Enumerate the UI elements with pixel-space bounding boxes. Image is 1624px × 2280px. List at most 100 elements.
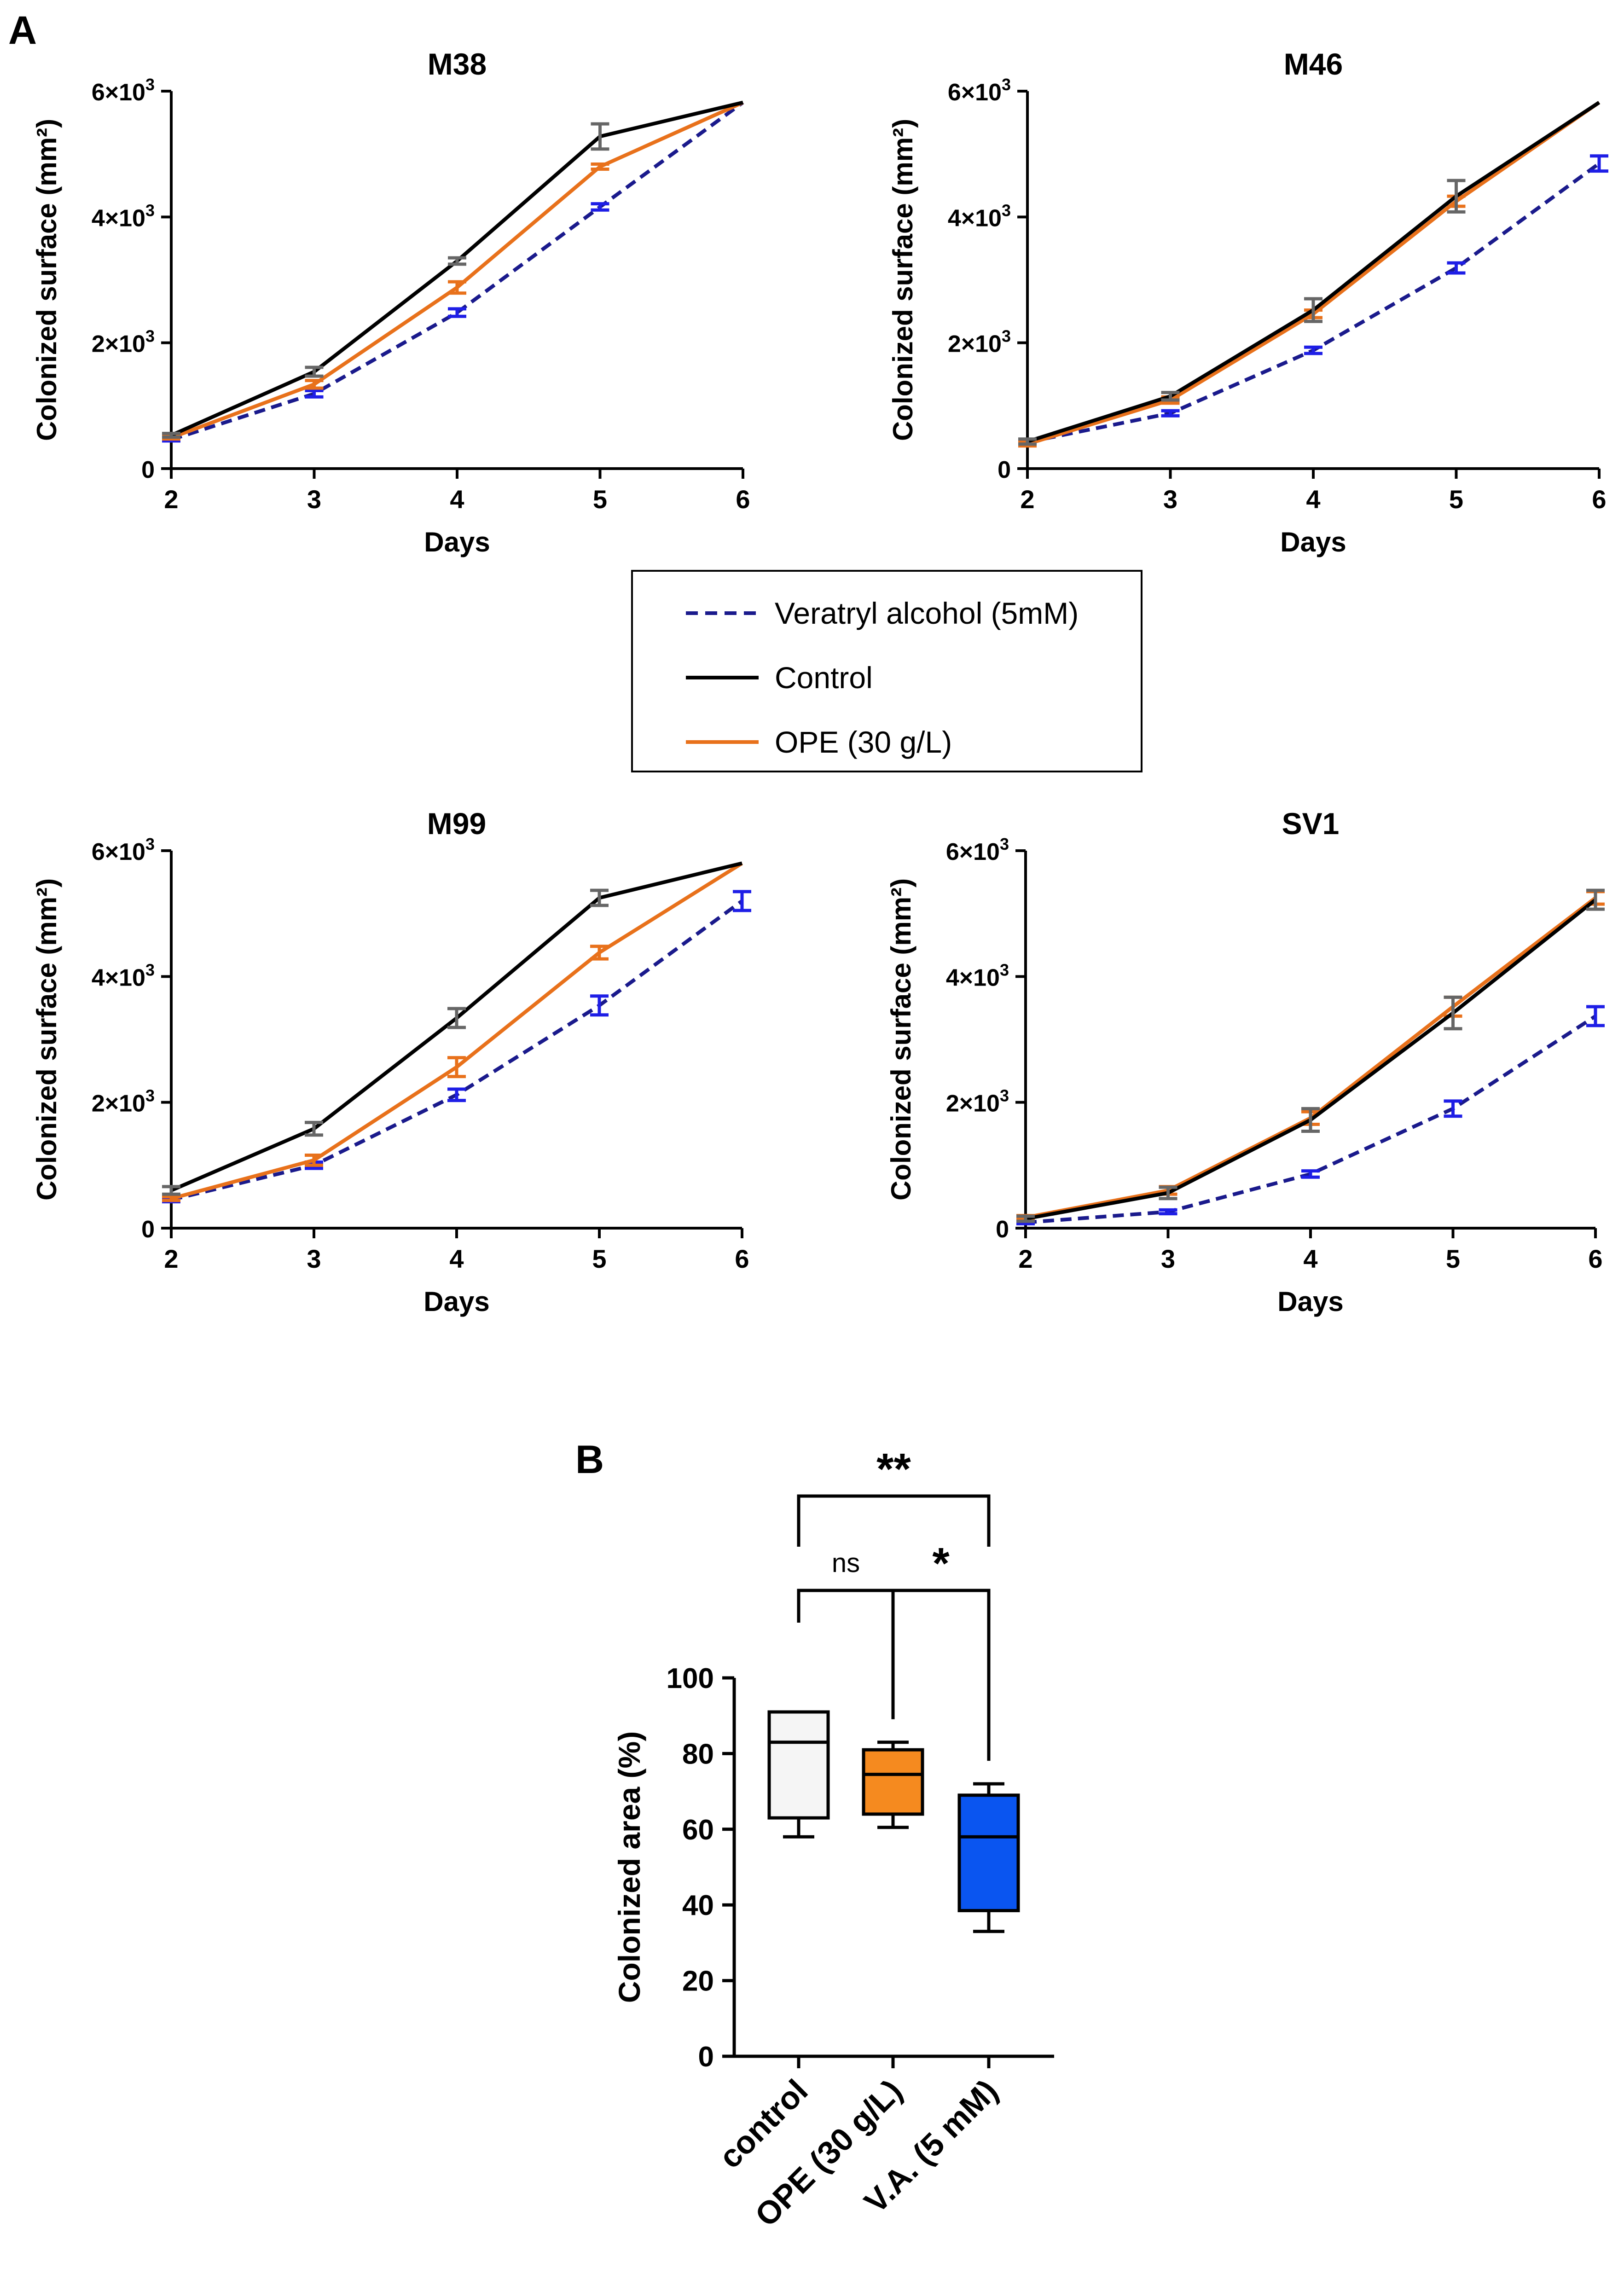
error-bar-control — [1016, 1214, 1035, 1223]
y-tick-label: 6×103 — [948, 75, 1011, 106]
x-tick-label: 3 — [307, 485, 321, 514]
box-iqr — [957, 1793, 1020, 1913]
error-bar-va — [590, 994, 609, 1017]
error-bar-va — [1161, 409, 1180, 418]
significance-bracket: * — [891, 1539, 991, 1761]
y-tick-label: 0 — [998, 457, 1011, 483]
box-iqr — [862, 1748, 924, 1816]
y-tick-label: 6×103 — [946, 835, 1009, 865]
y-tick-label: 0 — [698, 2041, 714, 2073]
significance-bracket: ns — [797, 1548, 895, 1719]
x-axis-label: Days — [424, 527, 490, 557]
error-bar-ope — [447, 1056, 466, 1079]
error-bar-control — [1586, 888, 1605, 911]
x-tick-label: 5 — [1446, 1244, 1460, 1273]
error-bar-ope — [590, 945, 609, 961]
y-tick-label: 2×103 — [946, 1086, 1009, 1117]
x-tick-label: 2 — [164, 485, 178, 514]
error-bar-control — [590, 888, 609, 907]
error-bar-control — [1159, 1185, 1177, 1201]
y-tick-label: 20 — [682, 1966, 714, 1997]
error-bar-va — [1586, 1005, 1605, 1027]
bracket-line — [891, 1589, 991, 1761]
y-axis-label: Colonized surface (mm²) — [887, 119, 918, 441]
y-tick-label: 2×103 — [92, 1086, 155, 1117]
x-axis-label: Days — [423, 1286, 489, 1317]
chart-m99: M99 2 3 4 5 6 0 2×103 4×103 6×103 Days Colonized su… — [31, 806, 751, 1317]
box-2 — [957, 1782, 1020, 1933]
x-tick-label: 4 — [450, 485, 464, 514]
error-bar-va — [1159, 1208, 1177, 1216]
y-tick-label: 4×103 — [946, 960, 1009, 991]
y-tick-label: 80 — [682, 1738, 714, 1770]
box-iqr — [767, 1710, 830, 1820]
chart-m38: M38 2 3 4 5 6 0 2×103 4×103 6×103 Days Colonized su… — [31, 47, 750, 557]
series-line-ope — [170, 100, 744, 440]
error-bar-control — [591, 122, 609, 151]
legend: Veratryl alcohol (5mM) Control OPE (30 g… — [631, 570, 1143, 772]
error-bar-control — [305, 365, 324, 378]
y-tick-label: 0 — [141, 457, 155, 483]
x-tick-label: 4 — [1306, 485, 1320, 514]
y-tick-label: 40 — [682, 1890, 714, 1921]
x-tick-label: 4 — [1303, 1244, 1317, 1273]
x-tick-label: 3 — [1163, 485, 1177, 514]
error-bar-ope — [591, 162, 609, 171]
error-bar-control — [1161, 391, 1180, 402]
error-bar-va — [591, 202, 609, 212]
error-bar-va — [305, 389, 324, 399]
error-bar-va — [1590, 154, 1608, 173]
error-bar-va — [733, 890, 751, 912]
y-axis-label: Colonized area (%) — [612, 1731, 646, 2003]
x-tick-label: 4 — [449, 1244, 464, 1273]
error-bar-va — [448, 307, 466, 318]
x-axis-label: Days — [1277, 1286, 1343, 1317]
y-tick-label: 6×103 — [92, 835, 155, 865]
legend-frame — [631, 570, 1143, 772]
error-bar-ope — [305, 1153, 323, 1167]
box-0 — [767, 1710, 830, 1839]
error-bar-va — [1447, 261, 1466, 275]
series-line-ope — [170, 861, 743, 1201]
error-bar-ope — [162, 1195, 180, 1202]
error-bar-control — [448, 256, 466, 266]
significance-bracket: ** — [797, 1445, 991, 1547]
series-line-control — [170, 100, 743, 437]
series-line-control — [1027, 101, 1601, 444]
y-tick-label: 0 — [141, 1216, 155, 1243]
error-bar-ope — [448, 280, 466, 295]
error-bar-control — [1301, 1107, 1320, 1133]
y-tick-label: 4×103 — [92, 960, 155, 991]
y-tick-label: 2×103 — [92, 327, 155, 358]
legend-label-control: Control — [775, 661, 873, 695]
x-tick-label: 5 — [1449, 485, 1463, 514]
legend-label-ope: OPE (30 g/L) — [775, 725, 952, 759]
significance-label: ns — [832, 1548, 860, 1578]
y-tick-label: 2×103 — [948, 327, 1011, 358]
y-tick-label: 100 — [667, 1663, 714, 1694]
y-tick-label: 60 — [682, 1814, 714, 1846]
error-bar-control — [305, 1120, 323, 1137]
x-tick-label: 6 — [1588, 1244, 1602, 1273]
bracket-line — [797, 1494, 991, 1547]
legend-label-va: Veratryl alcohol (5mM) — [775, 596, 1079, 630]
x-tick-label: 6 — [736, 485, 750, 514]
x-tick-label: 6 — [735, 1244, 749, 1273]
y-tick-label: 4×103 — [92, 201, 155, 232]
panel-b-label: B — [575, 1438, 604, 1482]
chart-m46: M46 2 3 4 5 6 0 2×103 4×103 6×103 Days Colonized su… — [887, 47, 1608, 557]
chart-sv1: SV1 2 3 4 5 6 0 2×103 4×103 6×103 Days Colonized su… — [886, 806, 1605, 1317]
x-tick-label: 5 — [592, 1244, 606, 1273]
error-bar-control — [162, 431, 180, 439]
x-tick-label: 3 — [307, 1244, 321, 1273]
error-bar-va — [1301, 1169, 1320, 1179]
y-tick-label: 4×103 — [948, 201, 1011, 232]
error-bar-control — [162, 1185, 180, 1196]
series-line-va — [170, 101, 744, 441]
x-tick-label: 2 — [1018, 1244, 1032, 1273]
y-axis-label: Colonized surface (mm²) — [31, 119, 62, 441]
x-tick-label: 2 — [1020, 485, 1034, 514]
error-bar-control — [447, 1007, 466, 1029]
